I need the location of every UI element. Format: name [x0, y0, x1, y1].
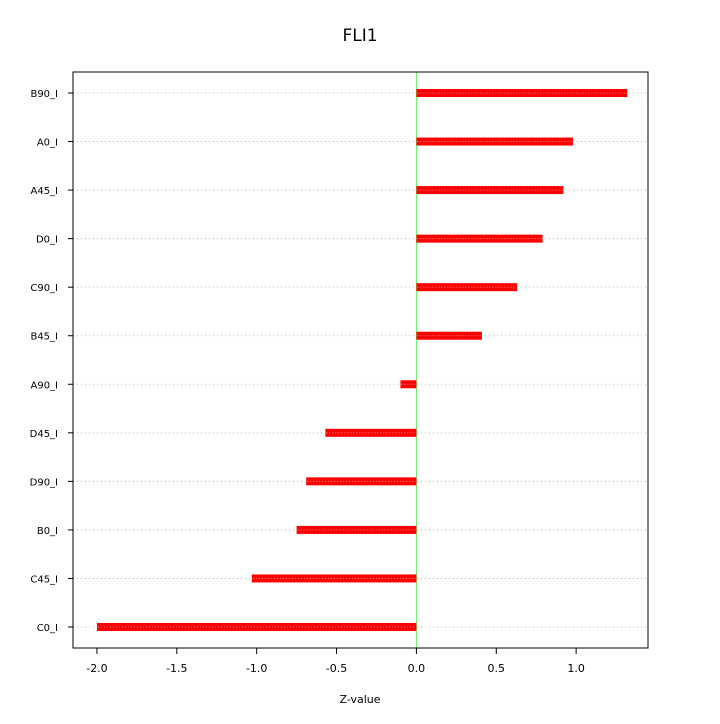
y-tick-label: A45_I [30, 186, 58, 197]
bar [325, 428, 417, 437]
y-tick-label: D0_I [36, 235, 58, 246]
x-axis-label: Z-value [339, 693, 380, 706]
y-tick-label: B90_I [30, 89, 58, 100]
y-tick-label: D90_I [30, 477, 58, 488]
bar [416, 137, 573, 146]
y-tick-label: A0_I [37, 138, 58, 149]
x-tick-label: -0.5 [326, 662, 347, 675]
y-tick-label: B0_I [37, 526, 58, 537]
bar [416, 234, 543, 243]
x-tick-label: -1.0 [246, 662, 267, 675]
bar [416, 89, 628, 97]
y-tick-label: C90_I [30, 283, 58, 294]
y-tick-label: C0_I [37, 623, 58, 634]
plot-frame [72, 71, 649, 649]
x-tick-label: -1.5 [166, 662, 187, 675]
y-tick-label: D45_I [30, 429, 58, 440]
chart-title: FLI1 [342, 26, 377, 46]
x-tick-label: 0.0 [408, 662, 426, 675]
y-tick-label: A90_I [30, 380, 58, 391]
x-tick-label: 1.0 [567, 662, 585, 675]
bar [416, 283, 518, 292]
plot-area: B90_I A0_I A45_I D0_I C90_I B45_I A90_I D45_I D9… [30, 71, 649, 675]
x-tick-label: 0.5 [488, 662, 506, 675]
x-tick-label: -2.0 [86, 662, 107, 675]
y-tick-label: B45_I [30, 332, 58, 343]
bar [416, 331, 482, 340]
bar [296, 525, 417, 534]
bar [96, 623, 417, 631]
y-tick-label: C45_I [30, 574, 58, 585]
